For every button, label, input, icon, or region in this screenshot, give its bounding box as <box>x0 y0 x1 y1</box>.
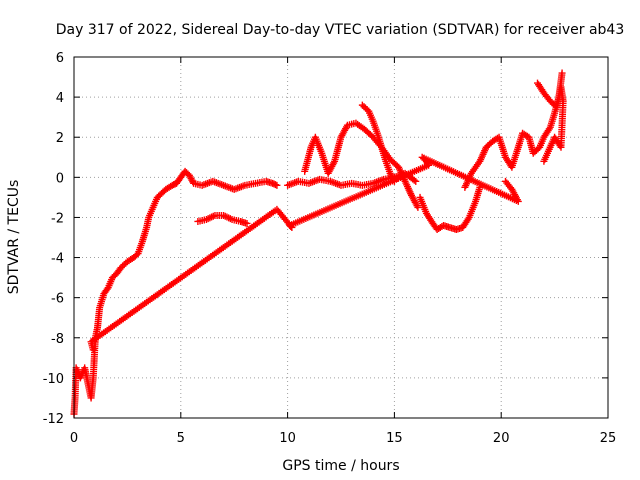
x-axis-label: GPS time / hours <box>282 458 399 474</box>
data-point <box>410 176 418 184</box>
x-tick-label: 20 <box>493 431 510 446</box>
y-tick-label: 0 <box>56 171 64 186</box>
y-tick-label: -12 <box>43 412 64 427</box>
data-point <box>412 177 420 185</box>
data-point <box>414 203 422 211</box>
data-point <box>273 181 281 189</box>
data-point <box>534 145 542 153</box>
y-axis-label: SDTVAR / TECUs <box>6 180 22 295</box>
chart-title: Day 317 of 2022, Sidereal Day-to-day VTE… <box>56 22 625 38</box>
plot-frame <box>73 56 609 419</box>
x-tick-label: 15 <box>386 431 403 446</box>
y-tick-label: -10 <box>43 372 64 387</box>
y-tick-label: -8 <box>51 332 64 347</box>
x-tick-label: 5 <box>177 431 185 446</box>
data-points <box>70 69 567 418</box>
data-point <box>363 106 371 114</box>
x-tick-label: 25 <box>600 431 617 446</box>
y-tick-label: -6 <box>51 292 64 307</box>
y-tick-label: 2 <box>56 131 64 146</box>
y-tick-label: -4 <box>51 252 64 267</box>
axis-ticks: 0 5 10 15 20 25 -12 -10 -8 -6 -4 -2 0 2 4 6 <box>43 51 617 446</box>
data-point <box>540 157 548 165</box>
data-point <box>89 346 97 354</box>
y-tick-label: -2 <box>51 211 64 226</box>
data-point <box>558 69 566 77</box>
data-point <box>103 285 111 293</box>
x-tick-label: 0 <box>70 431 78 446</box>
x-tick-label: 10 <box>279 431 296 446</box>
y-tick-label: 6 <box>56 51 64 66</box>
y-tick-label: 4 <box>56 91 64 106</box>
data-point <box>243 219 251 227</box>
